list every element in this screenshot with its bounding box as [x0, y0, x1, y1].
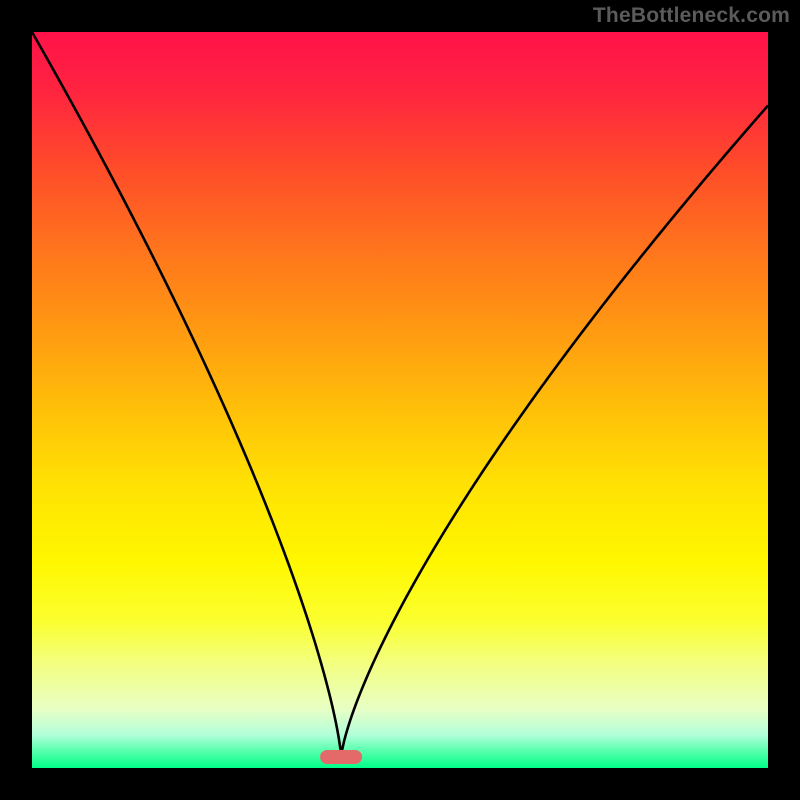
bottleneck-chart — [0, 0, 800, 800]
watermark-text: TheBottleneck.com — [593, 4, 790, 28]
optimal-marker — [320, 750, 362, 764]
plot-area — [32, 32, 768, 768]
